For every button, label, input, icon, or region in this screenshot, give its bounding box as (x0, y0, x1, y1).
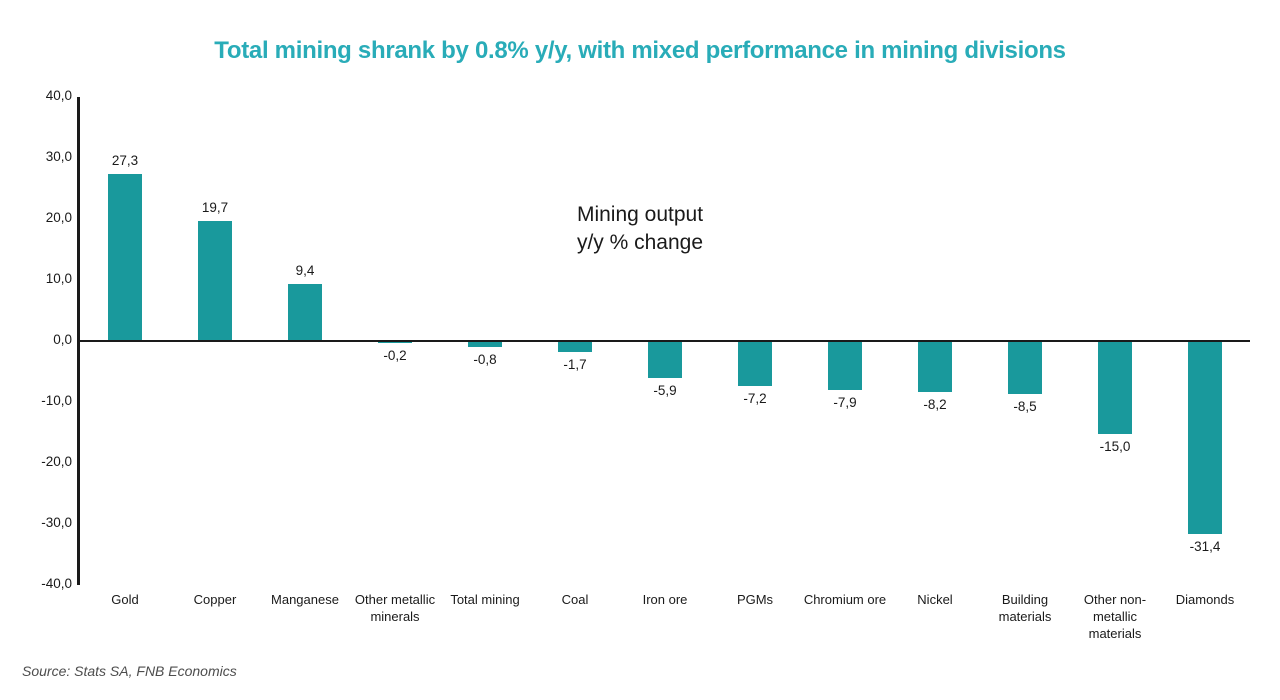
x-axis-label-pgms: PGMs (736, 592, 774, 607)
bar-value-label: -8,5 (1013, 398, 1037, 414)
y-axis-tick-label: 30,0 (45, 149, 72, 164)
bar-coal (558, 342, 592, 353)
annotation-line-1: Mining output (576, 203, 704, 226)
bar-nickel (918, 342, 952, 393)
bar-manganese (288, 283, 322, 341)
bar-iron-ore (648, 342, 682, 378)
bar-diamonds (1188, 342, 1222, 534)
bar-value-label: 9,4 (295, 262, 315, 278)
bar-gold (108, 174, 142, 341)
x-axis-label-nickel: Nickel (917, 592, 953, 607)
x-axis-label-total-mining: Total mining (450, 592, 520, 607)
x-axis-label-diamonds: Diamonds (1175, 592, 1235, 607)
bar-value-label: -0,8 (473, 351, 497, 367)
y-axis-tick-label: 40,0 (45, 88, 72, 103)
y-axis-tick-label: -20,0 (41, 454, 72, 469)
source-note: Source: Stats SA, FNB Economics (22, 663, 237, 679)
bar-value-label: 27,3 (111, 153, 139, 169)
plot-area: 27,3 Gold 19,7 Copper 9,4 Manganese -0,2 Other … (77, 97, 1250, 641)
y-axis-tick-label: -40,0 (41, 576, 72, 591)
x-axis-label-gold: Gold (111, 592, 139, 607)
x-axis-label-copper: Copper (193, 592, 237, 607)
bar-value-label: -15,0 (1099, 438, 1131, 454)
bar-copper (198, 220, 232, 341)
bar-value-label: -0,2 (383, 348, 407, 364)
x-axis-label-coal: Coal (561, 592, 589, 607)
bar-value-label: -7,9 (833, 395, 857, 411)
bar-value-label: 19,7 (201, 199, 229, 215)
x-axis-label-other-non-metallic-materials: Other non-metallic materials (1083, 592, 1147, 641)
y-axis-tick-label: 0,0 (53, 332, 72, 347)
bar-other-non-metallic-materials (1098, 342, 1132, 434)
y-axis-line (77, 97, 80, 585)
x-axis-label-manganese: Manganese (271, 592, 339, 607)
bar-total-mining (468, 342, 502, 347)
bar-building-materials (1008, 342, 1042, 394)
bar-value-label: -1,7 (563, 357, 587, 373)
annotation-line-2: y/y % change (576, 231, 704, 254)
bar-value-label: -7,2 (743, 390, 767, 406)
bar-value-label: -8,2 (923, 397, 947, 413)
x-axis-label-chromium-ore: Chromium ore (803, 592, 887, 607)
bar-value-label: -5,9 (653, 382, 677, 398)
bar-other-metallic-minerals (378, 342, 412, 344)
x-axis-label-iron-ore: Iron ore (642, 592, 688, 607)
y-axis-tick-label: 10,0 (45, 271, 72, 286)
y-axis-tick-label: -10,0 (41, 393, 72, 408)
x-axis-label-other-metallic-minerals: Other metallic minerals (354, 592, 436, 624)
bar-chromium-ore (828, 342, 862, 391)
x-axis-label-building-materials: Building materials (998, 592, 1052, 624)
bar-pgms (738, 342, 772, 386)
chart-title: Total mining shrank by 0.8% y/y, with mi… (214, 37, 1066, 64)
bar-value-label: -31,4 (1189, 538, 1221, 554)
zero-axis-line (80, 340, 1250, 342)
y-axis-tick-label: 20,0 (45, 210, 72, 225)
y-axis-tick-label: -30,0 (41, 515, 72, 530)
chart-annotation: Mining output y/y % change (0, 201, 1280, 257)
